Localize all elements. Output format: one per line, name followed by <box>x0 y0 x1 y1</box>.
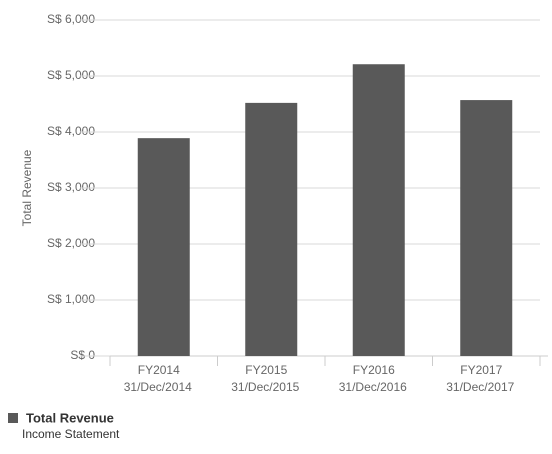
y-tick-label: S$ 1,000 <box>47 292 95 306</box>
x-tick-date: 31/Dec/2017 <box>446 380 514 394</box>
x-tick-label: FY2017 <box>460 363 502 377</box>
x-tick-date: 31/Dec/2015 <box>231 380 299 394</box>
x-tick-date: 31/Dec/2016 <box>339 380 407 394</box>
bar <box>137 138 190 356</box>
y-axis-title: Total Revenue <box>20 149 34 226</box>
bar <box>245 102 298 356</box>
y-tick-label: S$ 0 <box>70 348 95 362</box>
y-tick-label: S$ 5,000 <box>47 68 95 82</box>
x-tick-label: FY2014 <box>138 363 180 377</box>
x-tick-date: 31/Dec/2014 <box>124 380 192 394</box>
y-tick-label: S$ 2,000 <box>47 236 95 250</box>
y-tick-label: S$ 4,000 <box>47 124 95 138</box>
x-tick-label: FY2016 <box>353 363 395 377</box>
legend-label: Total Revenue <box>26 410 114 425</box>
x-tick-label: FY2015 <box>245 363 287 377</box>
legend-swatch <box>8 413 18 423</box>
y-tick-label: S$ 3,000 <box>47 180 95 194</box>
legend-subtitle: Income Statement <box>22 427 120 441</box>
bar <box>460 100 513 356</box>
y-tick-label: S$ 6,000 <box>47 12 95 26</box>
bar <box>352 64 405 357</box>
